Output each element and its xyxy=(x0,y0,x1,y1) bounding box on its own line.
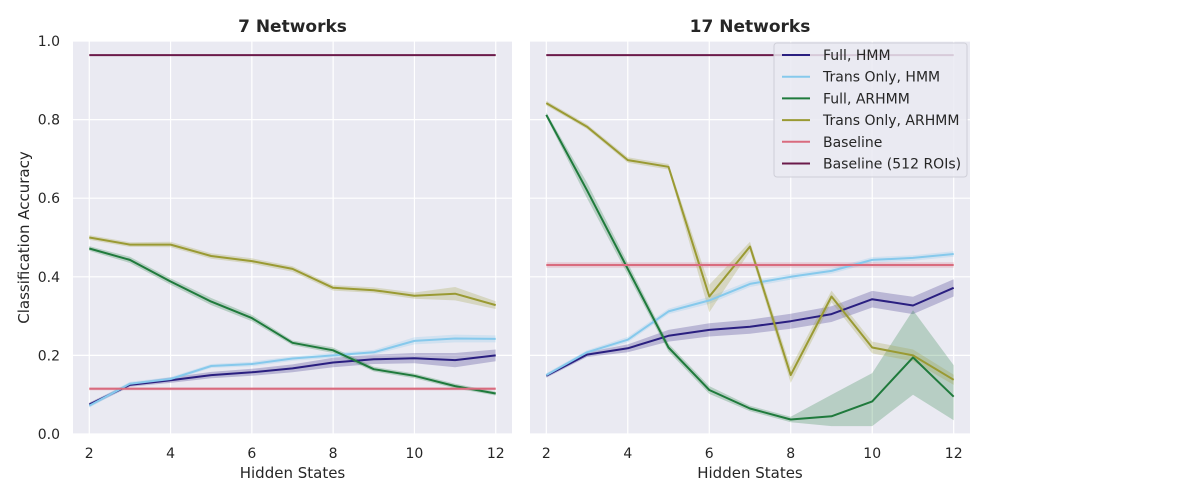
y-tick-label: 0.6 xyxy=(38,191,60,207)
legend-box xyxy=(773,42,968,178)
y-tick-label: 0.8 xyxy=(38,113,60,129)
y-tick-label: 1.0 xyxy=(38,34,60,50)
x-axis-label: Hidden States xyxy=(240,464,346,482)
x-tick-label: 10 xyxy=(863,446,881,462)
chart-title: 7 Networks xyxy=(238,17,347,37)
series-line-0 xyxy=(545,286,955,377)
y-tick-label: 0.0 xyxy=(38,427,60,443)
y-tick-label: 0.4 xyxy=(38,270,60,286)
legend-label-0: Full, HMM xyxy=(823,48,891,64)
y-tick-label: 0.2 xyxy=(38,348,60,364)
plot-background xyxy=(73,41,512,434)
series-band-3 xyxy=(89,235,496,309)
x-tick-label: 10 xyxy=(406,446,424,462)
panel-7-networks: 2 4 6 8 10 12 0.0 0.2 0.4 0.6 0.8 1.0 7 Networks Hidd… xyxy=(15,17,512,482)
x-axis-label: Hidden States xyxy=(697,464,803,482)
x-tick-label: 12 xyxy=(945,446,963,462)
series-line-1 xyxy=(545,253,954,376)
x-tick-label: 2 xyxy=(85,446,94,462)
x-tick-label: 6 xyxy=(705,446,714,462)
series-band-1 xyxy=(89,334,496,408)
legend-label-3: Trans Only, ARHMM xyxy=(822,113,959,129)
x-tick-label: 4 xyxy=(623,446,632,462)
series-band-3 xyxy=(546,100,954,385)
x-tick-label: 2 xyxy=(542,446,551,462)
legend-label-4: Baseline xyxy=(823,135,882,151)
x-tick-label: 6 xyxy=(247,446,256,462)
x-tick-label: 8 xyxy=(786,446,795,462)
legend-label-2: Full, ARHMM xyxy=(823,91,910,107)
series-line-1 xyxy=(88,337,496,407)
series-line-2 xyxy=(545,114,955,421)
x-tick-label: 12 xyxy=(487,446,505,462)
legend-label-5: Baseline (512 ROIs) xyxy=(823,157,961,173)
x-tick-label: 4 xyxy=(166,446,175,462)
series-line-3 xyxy=(89,236,496,307)
series-band-0 xyxy=(546,279,954,378)
x-tick-label: 8 xyxy=(329,446,338,462)
y-axis-label: Classification Accuracy xyxy=(15,151,33,324)
series-line-3 xyxy=(545,102,955,381)
series-line-2 xyxy=(89,247,496,395)
legend: Full, HMM Trans Only, HMM Full, ARHMM Trans… xyxy=(773,42,968,178)
legend-label-1: Trans Only, HMM xyxy=(822,70,940,86)
chart-title: 17 Networks xyxy=(690,17,811,37)
series-line-0 xyxy=(88,354,496,406)
